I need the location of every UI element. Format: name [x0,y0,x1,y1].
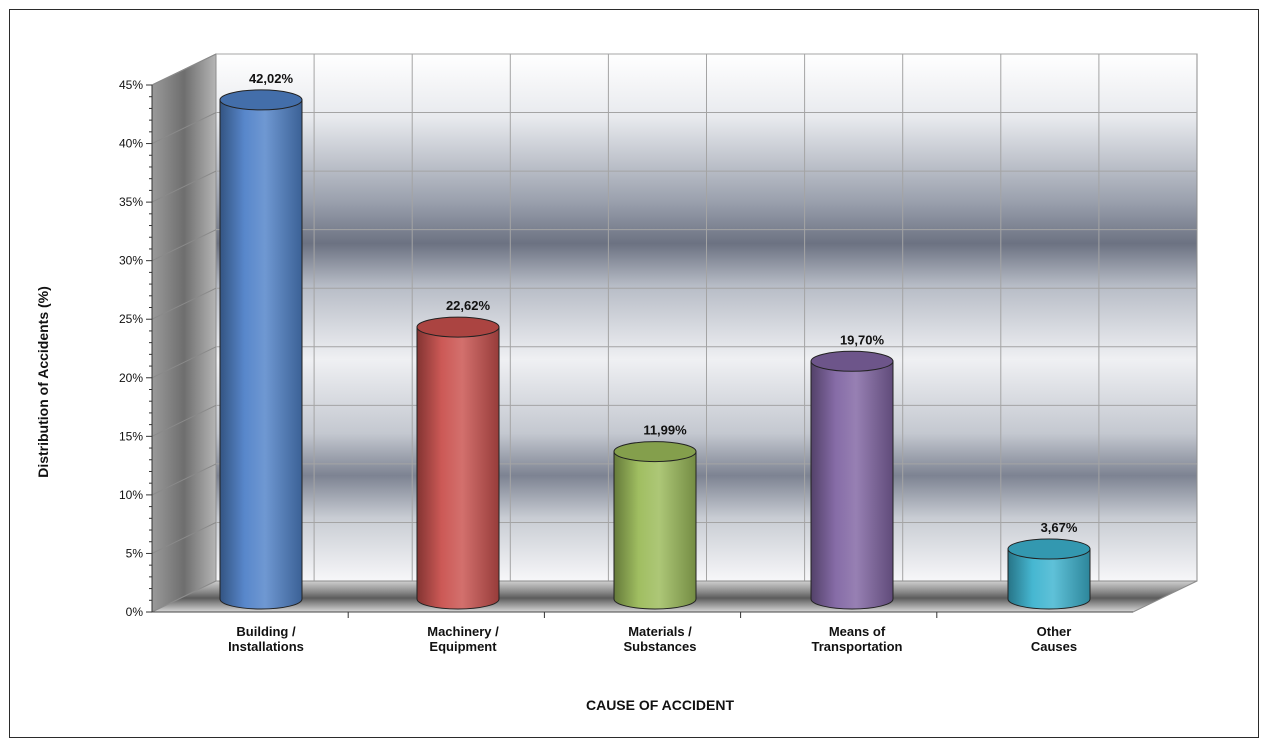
y-tick-label: 40% [119,137,143,151]
side-gridline [151,53,217,86]
bar-1 [219,99,303,610]
y-tick-label: 10% [119,488,143,502]
side-gridline [151,521,217,554]
side-gridline [151,463,217,496]
side-gridline [151,170,217,203]
bar-top-4 [810,350,894,372]
chart-frame: 0% 5% 10% 15% 20% 25% 30% 35% 40% 45% 42,02% 22,62%… [9,9,1259,738]
y-tick-label: 15% [119,429,143,443]
side-gridline [151,346,217,379]
x-category-label: Machinery / [427,624,499,639]
bar-2 [416,326,500,610]
x-category-label: Other [1037,624,1072,639]
side-gridline [151,112,217,145]
x-category-label: Equipment [429,639,497,654]
value-label-3: 11,99% [643,423,687,438]
y-tick-label: 45% [119,78,143,92]
x-category-label: Installations [228,639,304,654]
y-tick-label: 25% [119,312,143,326]
x-category-label: Substances [624,639,697,654]
x-category-label: Materials / [628,624,692,639]
side-gridline [151,404,217,437]
y-tick-label: 5% [126,546,144,560]
value-label-1: 42,02% [249,71,294,86]
x-category-label: Building / [236,624,296,639]
cylinder-bar-chart: 0% 5% 10% 15% 20% 25% 30% 35% 40% 45% 42,02% 22,62%… [35,53,1198,713]
bar-top-1 [219,89,303,111]
bar-4 [810,360,894,610]
y-tick-label: 30% [119,254,143,268]
value-label-2: 22,62% [446,298,491,313]
x-category-label: Transportation [811,639,902,654]
bar-top-3 [613,441,697,463]
side-wall [151,53,217,613]
y-axis-title: Distribution of Accidents (%) [35,286,51,478]
x-category-label: Means of [829,624,886,639]
x-axis-title: CAUSE OF ACCIDENT [586,697,734,713]
bar-top-5 [1007,538,1091,560]
y-tick-label: 35% [119,195,143,209]
y-tick-label: 20% [119,371,143,385]
bar-top-2 [416,316,500,338]
side-gridline [151,287,217,320]
y-tick-label: 0% [126,605,144,619]
bar-5 [1007,548,1091,610]
value-label-4: 19,70% [840,332,885,347]
side-gridline [151,229,217,262]
bar-3 [613,451,697,610]
x-category-label: Causes [1031,639,1077,654]
value-label-5: 3,67% [1041,520,1078,535]
